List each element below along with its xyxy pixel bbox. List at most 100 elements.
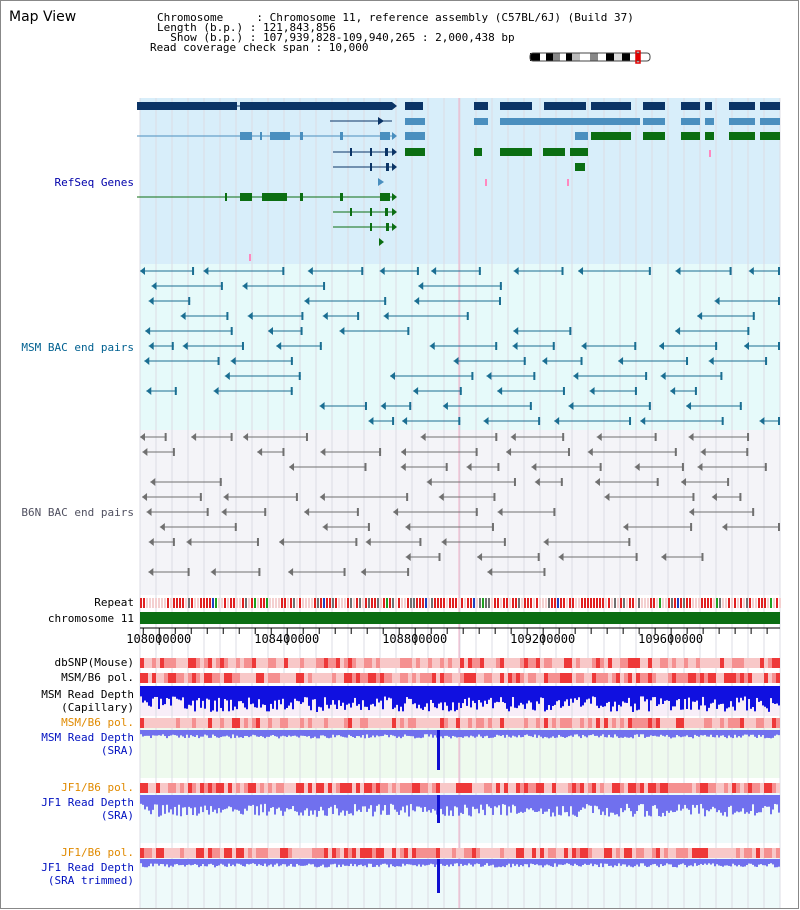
read-depth-bar bbox=[224, 686, 226, 700]
bac-end-marker bbox=[290, 357, 293, 365]
read-depth-bar bbox=[428, 795, 430, 811]
msm-read-depth-capillary-label[interactable]: MSM Read Depth (Capillary) bbox=[41, 688, 134, 714]
polymorphism-mark bbox=[452, 658, 456, 668]
repeat-mark bbox=[200, 598, 202, 608]
msm-bac-label[interactable]: MSM BAC end pairs bbox=[21, 341, 134, 354]
read-depth-bar bbox=[176, 859, 178, 864]
jf1-b6-pol-label-1[interactable]: JF1/B6 pol. bbox=[61, 781, 134, 794]
refseq-genes-label[interactable]: RefSeq Genes bbox=[54, 176, 134, 189]
read-depth-bar bbox=[538, 859, 540, 866]
read-depth-bar bbox=[388, 686, 390, 698]
read-depth-bar bbox=[346, 859, 348, 866]
read-depth-bar bbox=[548, 795, 550, 809]
read-depth-bar bbox=[158, 730, 160, 736]
polymorphism-mark bbox=[772, 658, 776, 668]
bac-end-marker bbox=[478, 267, 481, 275]
dbsnp-label[interactable]: dbSNP(Mouse) bbox=[54, 656, 134, 669]
read-depth-bar bbox=[196, 730, 198, 736]
read-depth-bar bbox=[312, 730, 314, 738]
polymorphism-mark bbox=[436, 848, 440, 858]
read-depth-bar bbox=[488, 730, 490, 739]
msm-b6-pol-label-2[interactable]: MSM/B6 pol. bbox=[61, 716, 134, 729]
bac-end-marker bbox=[401, 448, 407, 456]
read-depth-bar bbox=[706, 859, 708, 865]
repeat-mark bbox=[245, 598, 247, 608]
read-depth-bar bbox=[732, 795, 734, 815]
read-depth-bar bbox=[422, 795, 424, 812]
polymorphism-mark bbox=[488, 848, 492, 858]
polymorphism-mark bbox=[328, 673, 332, 683]
polymorphism-mark bbox=[720, 718, 724, 728]
repeat-mark bbox=[206, 598, 208, 608]
polymorphism-mark bbox=[192, 783, 196, 793]
read-depth-bar bbox=[528, 795, 530, 810]
read-depth-bar bbox=[264, 730, 266, 739]
polymorphism-mark bbox=[516, 658, 520, 668]
gene-block bbox=[405, 132, 425, 140]
polymorphism-mark bbox=[184, 848, 188, 858]
bac-end-marker bbox=[747, 327, 750, 335]
polymorphism-mark bbox=[156, 673, 160, 683]
read-depth-bar bbox=[208, 795, 210, 815]
read-depth-bar bbox=[336, 859, 338, 868]
read-depth-bar bbox=[710, 730, 712, 735]
read-depth-bar bbox=[718, 730, 720, 738]
read-depth-bar bbox=[598, 730, 600, 738]
read-depth-bar bbox=[402, 795, 404, 807]
read-depth-bar bbox=[466, 686, 468, 706]
read-depth-bar bbox=[312, 859, 314, 865]
polymorphism-mark bbox=[600, 658, 604, 668]
bac-end-marker bbox=[282, 267, 285, 275]
bac-end-marker bbox=[727, 478, 730, 486]
read-depth-bar bbox=[256, 730, 258, 737]
polymorphism-mark bbox=[396, 848, 400, 858]
b6n-bac-label[interactable]: B6N BAC end pairs bbox=[21, 506, 134, 519]
read-depth-bar bbox=[172, 795, 174, 815]
read-depth-bar bbox=[608, 859, 610, 866]
polymorphism-mark bbox=[736, 673, 740, 683]
polymorphism-mark bbox=[380, 658, 384, 668]
repeat-mark bbox=[548, 598, 550, 608]
jf1-b6-pol-label-2[interactable]: JF1/B6 pol. bbox=[61, 846, 134, 859]
polymorphism-mark bbox=[200, 783, 204, 793]
read-depth-bar bbox=[540, 730, 542, 737]
bac-end-marker bbox=[475, 508, 478, 516]
read-depth-bar bbox=[642, 795, 644, 805]
read-depth-bar bbox=[646, 730, 648, 737]
polymorphism-mark bbox=[520, 673, 524, 683]
read-depth-bar bbox=[622, 686, 624, 702]
read-depth-bar bbox=[254, 730, 256, 736]
polymorphism-mark bbox=[364, 783, 368, 793]
read-depth-bar bbox=[686, 686, 688, 709]
polymorphism-mark bbox=[668, 718, 672, 728]
read-depth-bar bbox=[300, 795, 302, 813]
polymorphism-mark bbox=[272, 658, 276, 668]
jf1-read-depth-trimmed-label[interactable]: JF1 Read Depth (SRA trimmed) bbox=[41, 861, 134, 887]
polymorphism-mark bbox=[392, 658, 396, 668]
read-depth-bar bbox=[230, 795, 232, 808]
read-depth-bar bbox=[450, 859, 452, 865]
polymorphism-mark bbox=[744, 848, 748, 858]
msm-read-depth-sra-label[interactable]: MSM Read Depth (SRA) bbox=[41, 731, 134, 757]
read-depth-bar bbox=[186, 730, 188, 735]
polymorphism-mark bbox=[208, 783, 212, 793]
read-depth-bar bbox=[658, 730, 660, 737]
read-depth-bar bbox=[486, 795, 488, 805]
read-depth-bar bbox=[628, 859, 630, 866]
polymorphism-mark bbox=[328, 783, 332, 793]
msm-b6-pol-label-1[interactable]: MSM/B6 pol. bbox=[61, 671, 134, 684]
read-depth-bar bbox=[280, 859, 282, 866]
polymorphism-mark bbox=[604, 658, 608, 668]
bac-end-marker bbox=[553, 508, 556, 516]
gene-exon bbox=[350, 208, 352, 216]
read-depth-bar bbox=[372, 859, 374, 868]
jf1-read-depth-sra-label[interactable]: JF1 Read Depth (SRA) bbox=[41, 796, 134, 822]
polymorphism-mark bbox=[316, 718, 320, 728]
read-depth-bar bbox=[332, 795, 334, 815]
polymorphism-mark bbox=[296, 658, 300, 668]
read-depth-bar bbox=[382, 859, 384, 864]
repeat-mark bbox=[152, 598, 154, 608]
bac-end-marker bbox=[568, 402, 574, 410]
